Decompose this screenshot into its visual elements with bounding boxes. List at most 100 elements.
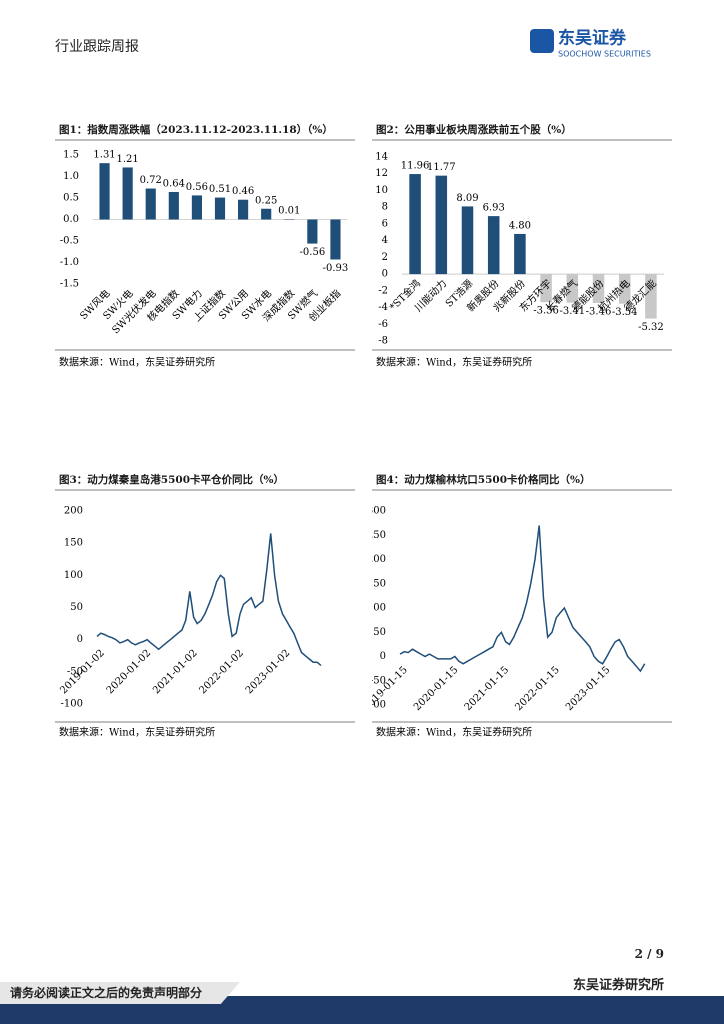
chart-title: 图3：动力煤秦皇岛港5500卡平仓价同比（%）	[59, 473, 284, 486]
x-tick-label: 2021-01-02	[151, 648, 200, 697]
y-tick-label: -2	[378, 285, 388, 296]
x-tick-label: 2023-01-15	[564, 665, 613, 714]
value-label: 0.46	[232, 186, 254, 197]
y-tick-label: 200	[372, 554, 386, 565]
value-label: 1.21	[117, 154, 139, 165]
bar	[540, 274, 552, 303]
value-label: 0.01	[278, 206, 300, 217]
y-tick-label: -6	[378, 319, 388, 330]
y-tick-label: 8	[382, 202, 388, 213]
logo-icon	[530, 29, 554, 53]
bar	[435, 175, 448, 275]
y-tick-label: 200	[64, 506, 83, 517]
value-label: 0.25	[255, 195, 277, 206]
y-tick-label: 300	[372, 506, 386, 517]
bar	[618, 274, 631, 304]
bar	[330, 219, 341, 260]
y-tick-label: 0	[380, 651, 386, 662]
y-tick-label: -100	[61, 699, 83, 710]
line	[96, 533, 322, 666]
y-tick-label: -50	[67, 666, 83, 677]
y-tick-label: 1.0	[63, 171, 79, 182]
bar	[487, 216, 500, 275]
logo: 东吴证券 SOOCHOW SECURITIES	[530, 28, 651, 59]
bar	[461, 206, 474, 275]
bar	[145, 188, 156, 220]
y-tick-label: 12	[375, 168, 388, 179]
y-tick-label: 50	[373, 627, 386, 638]
y-tick-label: 14	[375, 152, 388, 163]
y-tick-label: 1.5	[63, 150, 79, 161]
chart: 图3：动力煤秦皇岛港5500卡平仓价同比（%） 数据来源：Wind，东吴证券研究所…	[55, 473, 355, 739]
value-label: 6.93	[483, 203, 505, 214]
chart-title: 图2：公用事业板块周涨跌前五个股（%）	[376, 123, 572, 136]
y-tick-label: -8	[378, 336, 388, 347]
y-tick-label: 0.5	[63, 193, 79, 204]
y-tick-label: 0	[77, 634, 83, 645]
value-label: -3.41	[559, 306, 585, 317]
y-tick-label: 100	[372, 603, 386, 614]
bar	[122, 167, 133, 220]
bar	[168, 191, 179, 220]
bar	[566, 274, 579, 303]
bar	[514, 233, 526, 275]
x-tick-label: 2023-01-02	[244, 648, 293, 697]
x-tick-label: 2020-01-02	[105, 648, 154, 697]
y-tick-label: -1.0	[60, 257, 79, 268]
bar	[99, 163, 110, 220]
value-label: 4.80	[509, 220, 531, 231]
x-tick-label: 2019-01-02	[58, 648, 107, 697]
value-label: -0.93	[323, 263, 349, 274]
y-tick-label: 10	[375, 185, 388, 196]
value-label: 0.64	[163, 178, 185, 189]
x-tick-label: 2022-01-15	[513, 665, 562, 714]
x-tick-label: 2022-01-02	[197, 648, 246, 697]
bar	[261, 208, 272, 220]
y-tick-label: -100	[372, 700, 386, 711]
chart-title: 图1：指数周涨跌幅（2023.11.12-2023.11.18）（%）	[59, 123, 333, 136]
value-label: 11.77	[427, 162, 456, 173]
value-label: -3.46	[586, 307, 612, 318]
bar	[592, 274, 605, 304]
value-label: -0.56	[300, 247, 326, 258]
y-tick-label: 50	[70, 602, 83, 613]
logo-cn: 东吴证券	[558, 28, 627, 49]
chart: 图2：公用事业板块周涨跌前五个股（%） 数据来源：Wind，东吴证券研究所 14 12…	[372, 123, 672, 369]
value-label: 0.51	[209, 184, 231, 195]
y-tick-label: 150	[372, 578, 386, 589]
source: 数据来源：Wind，东吴证券研究所	[59, 726, 215, 739]
source: 数据来源：Wind，东吴证券研究所	[376, 356, 532, 369]
bar	[409, 174, 421, 275]
x-tick-label: 2021-01-15	[463, 665, 512, 714]
value-label: 0.56	[186, 182, 208, 193]
bar	[645, 274, 657, 319]
value-label: -3.54	[612, 307, 638, 318]
y-tick-label: 150	[64, 538, 83, 549]
y-tick-label: 250	[372, 530, 386, 541]
value-label: -5.32	[638, 322, 664, 333]
bar	[214, 197, 226, 220]
y-tick-label: 4	[382, 235, 388, 246]
chart: 图4：动力煤榆林坑口5500卡价格同比（%） 数据来源：Wind，东吴证券研究所 3…	[372, 473, 672, 739]
value-label: 8.09	[456, 193, 478, 204]
header-title: 行业跟踪周报	[55, 39, 139, 55]
line	[399, 525, 646, 673]
source: 数据来源：Wind，东吴证券研究所	[59, 356, 215, 369]
page-number: 2 / 9	[634, 947, 664, 961]
y-tick-label: 0.0	[63, 214, 79, 225]
value-label: 0.72	[140, 175, 162, 186]
footer-org: 东吴证券研究所	[572, 978, 664, 993]
y-tick-label: -50	[372, 675, 386, 686]
y-tick-label: -0.5	[60, 236, 79, 247]
x-tick-label: 2020-01-15	[412, 665, 461, 714]
chart-title: 图4：动力煤榆林坑口5500卡价格同比（%）	[376, 473, 591, 486]
logo-en: SOOCHOW SECURITIES	[558, 50, 651, 59]
y-tick-label: -1.5	[60, 279, 79, 290]
bar	[238, 199, 249, 220]
y-tick-label: -4	[378, 302, 388, 313]
y-tick-label: 100	[64, 570, 83, 581]
y-tick-label: 2	[382, 252, 388, 263]
disclaimer: 请务必阅读正文之后的免责声明部分	[0, 982, 240, 1004]
bar	[307, 219, 318, 244]
